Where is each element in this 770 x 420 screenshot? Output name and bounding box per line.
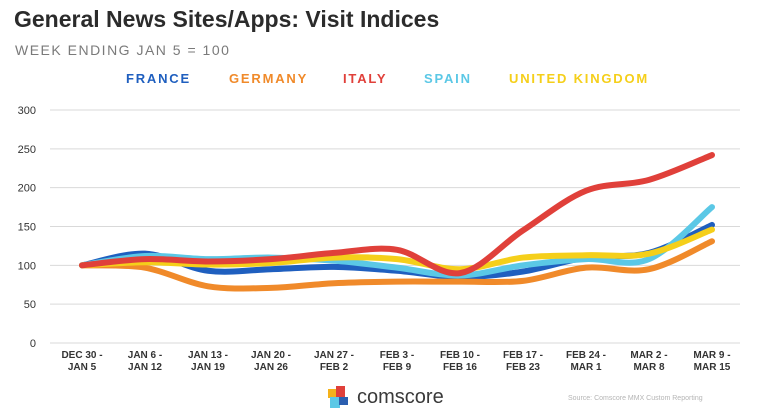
- legend-item-spain: SPAIN: [424, 71, 472, 86]
- chart-subtitle: WEEK ENDING JAN 5 = 100: [15, 42, 231, 58]
- x-tick-label: JAN 6 -JAN 12: [128, 350, 163, 373]
- x-tick-label: MAR 2 -MAR 8: [630, 350, 667, 373]
- x-tick-label: JAN 13 -JAN 19: [188, 350, 228, 373]
- series-line-united-kingdom: [79, 226, 715, 273]
- series-lines: [79, 152, 715, 292]
- y-tick-label: 150: [18, 222, 36, 234]
- x-tick-label: JAN 20 -JAN 26: [251, 350, 291, 373]
- series-line-italy: [79, 152, 715, 277]
- series-line-germany: [79, 238, 715, 292]
- y-tick-label: 0: [30, 338, 36, 350]
- y-tick-label: 200: [18, 183, 36, 195]
- x-tick-label: MAR 9 -MAR 15: [693, 350, 730, 373]
- source-note: Source: Comscore MMX Custom Reporting: [568, 395, 703, 402]
- grid-lines: [50, 109, 740, 344]
- x-tick-label: FEB 3 -FEB 9: [380, 350, 414, 373]
- y-tick-label: 100: [18, 260, 36, 272]
- x-tick-label: FEB 17 -FEB 23: [503, 350, 543, 373]
- x-tick-label: JAN 27 -FEB 2: [314, 350, 354, 373]
- x-tick-label: FEB 24 -MAR 1: [566, 350, 606, 373]
- legend-item-germany: GERMANY: [229, 71, 309, 86]
- comscore-logo-icon: [328, 386, 348, 408]
- legend-item-france: FRANCE: [126, 71, 191, 86]
- brand-name: comscore: [357, 386, 444, 408]
- y-tick-label: 50: [24, 299, 36, 311]
- y-tick-label: 300: [18, 105, 36, 117]
- legend-item-united-kingdom: UNITED KINGDOM: [509, 71, 650, 86]
- y-axis: 0 50 100 150 200 250 300: [18, 105, 36, 350]
- legend: FRANCE GERMANY ITALY SPAIN UNITED KINGDO…: [0, 71, 770, 91]
- y-tick-label: 250: [18, 144, 36, 156]
- x-tick-label: DEC 30 -JAN 5: [61, 350, 102, 373]
- x-axis: DEC 30 -JAN 5 JAN 6 -JAN 12 JAN 13 -JAN 19…: [61, 350, 730, 373]
- legend-item-italy: ITALY: [343, 71, 388, 86]
- chart-title: General News Sites/Apps: Visit Indices: [14, 6, 440, 32]
- x-tick-label: FEB 10 -FEB 16: [440, 350, 480, 373]
